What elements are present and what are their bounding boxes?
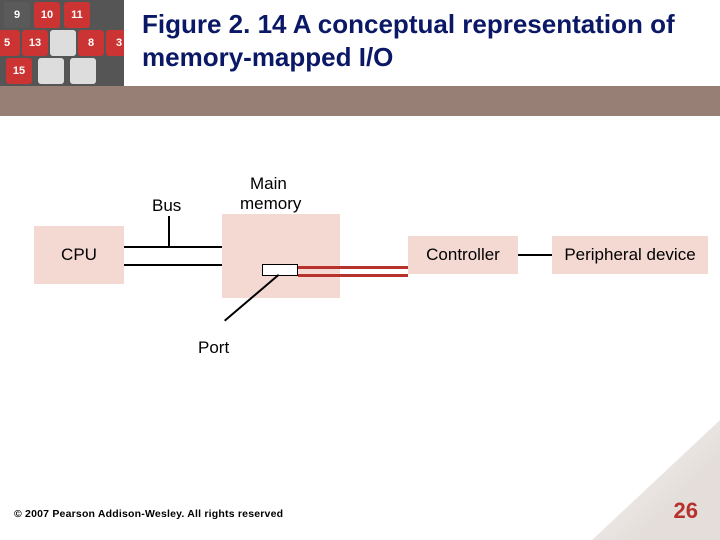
- connector-line: [168, 216, 170, 246]
- node-cpu-label: CPU: [61, 245, 97, 265]
- slide-header: 91011 513 83 15 Figure 2. 14 A conceptual r…: [0, 0, 720, 86]
- slide-footer: © 2007 Pearson Addison-Wesley. All right…: [0, 480, 720, 540]
- thumb-tile: 13: [22, 30, 48, 56]
- node-cpu: CPU: [34, 226, 124, 284]
- thumb-tile: [38, 58, 64, 84]
- thumb-tile: [50, 30, 76, 56]
- label-main-memory-1: Main: [250, 174, 287, 194]
- thumb-tile: [70, 58, 96, 84]
- thumb-tile: 3: [106, 30, 124, 56]
- connector-line: [124, 264, 222, 266]
- node-peripheral-label: Peripheral device: [564, 245, 695, 265]
- label-port: Port: [198, 338, 229, 358]
- connector-line: [518, 254, 552, 256]
- node-controller-label: Controller: [426, 245, 500, 265]
- node-main-memory: [222, 214, 340, 298]
- thumb-tile: 11: [64, 2, 90, 28]
- connector-line: [298, 266, 408, 269]
- connector-line: [298, 274, 408, 277]
- thumb-tile: 5: [0, 30, 20, 56]
- thumb-tile: 9: [4, 2, 30, 28]
- thumb-tile: 8: [78, 30, 104, 56]
- label-main-memory-2: memory: [240, 194, 301, 214]
- accent-bar: [0, 86, 720, 116]
- connector-line: [124, 246, 222, 248]
- node-peripheral: Peripheral device: [552, 236, 708, 274]
- diagram: CPU Controller Peripheral device Bus Mai…: [0, 116, 720, 416]
- copyright-text: © 2007 Pearson Addison-Wesley. All right…: [14, 508, 283, 520]
- thumb-tile: 10: [34, 2, 60, 28]
- node-controller: Controller: [408, 236, 518, 274]
- thumb-tile: 15: [6, 58, 32, 84]
- header-thumbnail: 91011 513 83 15: [0, 0, 124, 86]
- memory-port-rect: [262, 264, 298, 276]
- page-number: 26: [674, 498, 698, 524]
- slide-title: Figure 2. 14 A conceptual representation…: [124, 0, 720, 73]
- label-bus: Bus: [152, 196, 181, 216]
